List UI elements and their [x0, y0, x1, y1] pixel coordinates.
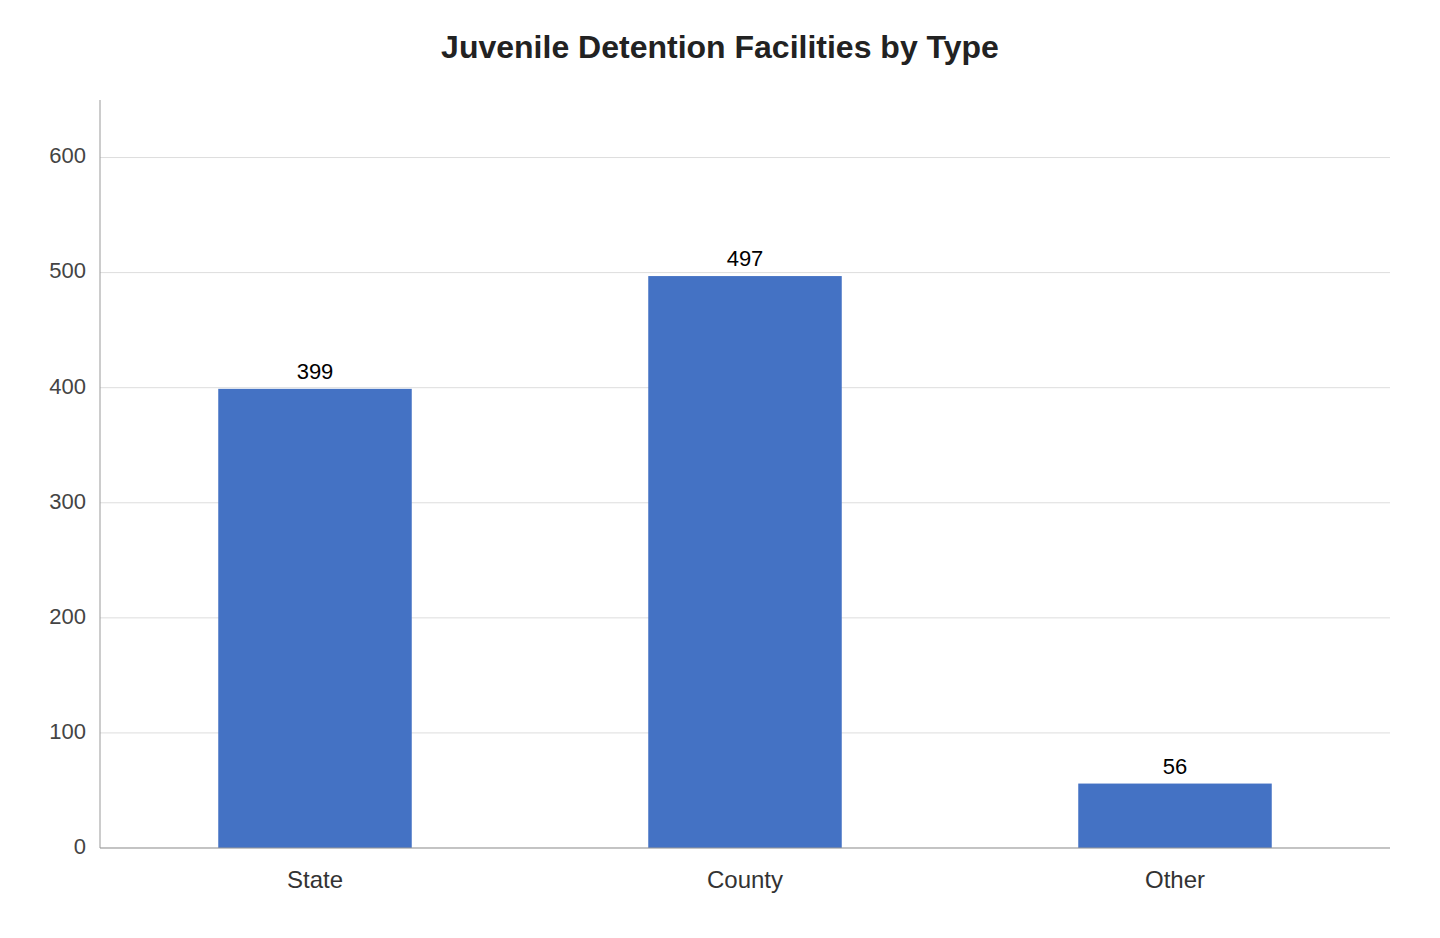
x-tick-label: Other [1145, 866, 1205, 893]
chart-container: Juvenile Detention Facilities by Type 0 10… [0, 0, 1440, 938]
x-tick-label: County [707, 866, 783, 893]
bars [218, 276, 1272, 848]
y-tick-label: 100 [49, 719, 86, 744]
y-axis-line [100, 100, 101, 848]
y-tick-label: 500 [49, 258, 86, 283]
data-label: 56 [1163, 754, 1187, 779]
y-tick-label: 0 [74, 834, 86, 859]
x-axis-line [100, 848, 1390, 849]
x-tick-label: State [287, 866, 343, 893]
y-tick-label: 200 [49, 604, 86, 629]
bar [218, 389, 412, 848]
grid-line [100, 848, 1390, 849]
y-tick-label: 300 [49, 489, 86, 514]
grid-line [100, 272, 1390, 273]
y-tick-label: 600 [49, 143, 86, 168]
y-tick-label: 400 [49, 374, 86, 399]
data-label: 399 [297, 359, 334, 384]
bar [648, 276, 842, 848]
grid-line [100, 157, 1390, 158]
chart-svg: Juvenile Detention Facilities by Type 0 10… [0, 0, 1440, 938]
data-label: 497 [727, 246, 764, 271]
grid [100, 158, 1390, 848]
bar [1078, 784, 1272, 848]
title: Juvenile Detention Facilities by Type [441, 29, 999, 65]
